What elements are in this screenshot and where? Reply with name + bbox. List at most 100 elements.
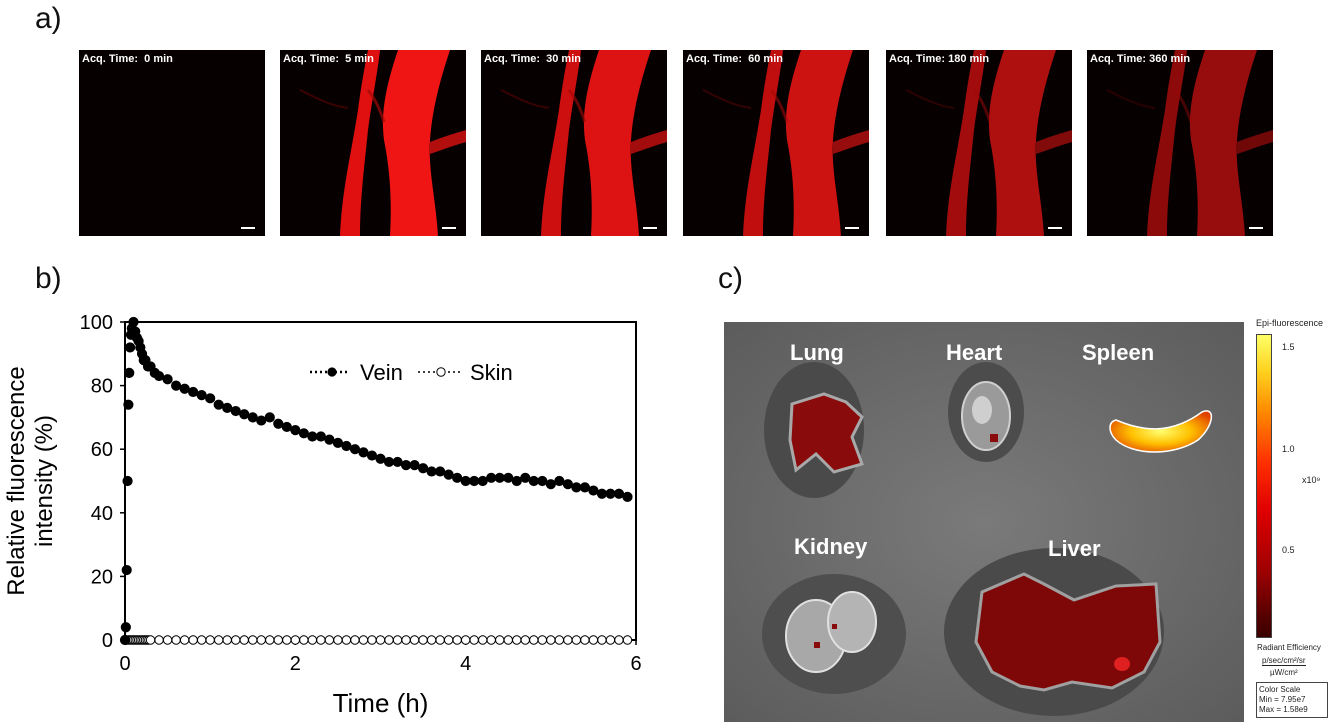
skin-point <box>597 635 607 645</box>
vein-point <box>290 425 301 436</box>
skin-point <box>563 635 573 645</box>
microscopy-frame: Acq. Time: 5 min <box>280 50 466 236</box>
color-scale-box: Color Scale Min = 7.95e7 Max = 1.58e9 <box>1256 682 1328 718</box>
legend-skin-label: Skin <box>470 360 513 385</box>
vein-point <box>520 472 531 483</box>
vein-point <box>400 460 412 471</box>
legend-skin-marker <box>436 367 446 377</box>
skin-point <box>162 635 173 645</box>
skin-point <box>333 635 343 645</box>
scale-bar <box>1048 227 1062 229</box>
vein-point <box>256 415 267 426</box>
panel-label-a: a) <box>35 2 62 35</box>
skin-point <box>580 635 590 645</box>
skin-point <box>213 635 224 645</box>
vessel-image <box>702 50 869 236</box>
vein-point <box>613 488 625 499</box>
skin-point <box>222 635 232 645</box>
x-tick-label: 2 <box>290 653 301 675</box>
organ-label-kidney: Kidney <box>794 534 868 559</box>
skin-point <box>375 635 386 645</box>
panel-label-c: c) <box>718 262 743 295</box>
fluorescence-chart: 0 20 40 60 80 100 0 2 4 6 Time (h) Relative fluores… <box>3 312 642 718</box>
vein-point <box>571 482 582 493</box>
skin-point <box>316 635 326 645</box>
vein-point <box>124 367 135 378</box>
vein-point <box>469 475 480 487</box>
y-tick-label: 0 <box>102 630 113 652</box>
skin-point <box>520 635 530 645</box>
vein-point <box>196 390 207 401</box>
skin-point <box>512 635 522 645</box>
skin-point <box>401 635 411 645</box>
vein-point <box>188 386 199 398</box>
vein-point <box>366 450 378 461</box>
skin-point <box>290 635 301 645</box>
skin-point <box>605 635 616 645</box>
skin-point <box>588 635 599 645</box>
vein-point <box>579 482 591 493</box>
skin-point <box>188 635 198 645</box>
skin-point <box>205 635 215 645</box>
x-tick-label: 6 <box>630 653 641 675</box>
vein-point <box>545 479 556 490</box>
skin-point <box>571 635 582 645</box>
vein-point <box>417 463 429 474</box>
vein-point <box>307 431 318 442</box>
vein-point <box>247 412 258 423</box>
vein-point <box>486 472 497 483</box>
vein-point <box>153 370 165 382</box>
vein-point <box>123 399 134 410</box>
skin-point <box>452 635 462 645</box>
vein-point <box>409 460 420 471</box>
x-tick-label: 0 <box>119 653 130 675</box>
skin-point <box>367 635 377 645</box>
acquisition-time-label: Acq. Time: 60 min <box>686 53 783 65</box>
skin-point <box>392 635 403 645</box>
skin-point <box>478 635 488 645</box>
vein-point <box>120 622 131 633</box>
skin-point <box>435 635 445 645</box>
skin-point <box>384 635 394 645</box>
skin-point <box>622 635 633 645</box>
colorbar-unit-numerator: p/sec/cm²/sr <box>1262 656 1306 666</box>
x-axis-label: Time (h) <box>333 688 429 718</box>
skin-point <box>350 635 360 645</box>
vein-point <box>171 380 182 391</box>
vein-point <box>494 472 505 483</box>
vessel-image <box>905 50 1072 236</box>
organ-label-heart: Heart <box>946 340 1003 365</box>
vein-point <box>443 469 454 480</box>
color-scale-max: Max = 1.58e9 <box>1259 705 1308 714</box>
colorbar-unit-label: Radiant Efficiency <box>1257 643 1321 652</box>
skin-point <box>299 635 309 645</box>
scale-bar <box>845 227 859 229</box>
vein-point <box>435 466 446 477</box>
vessel-image <box>79 50 265 236</box>
vein-point <box>588 485 599 496</box>
vein-point <box>528 475 539 487</box>
skin-point <box>324 635 335 645</box>
color-scale-title: Color Scale <box>1259 685 1301 694</box>
skin-point <box>196 635 207 645</box>
vein-point <box>213 399 224 410</box>
colorbar-unit-denominator: µW/cm² <box>1270 668 1298 677</box>
microscopy-frame: Acq. Time: 60 min <box>683 50 869 236</box>
vein-point <box>239 409 250 420</box>
acquisition-time-label: Acq. Time: 0 min <box>82 53 173 65</box>
vein-point <box>230 405 241 417</box>
skin-point <box>273 635 283 645</box>
skin-point <box>554 635 565 645</box>
skin-point <box>179 635 190 645</box>
skin-point <box>409 635 420 645</box>
y-tick-label: 100 <box>80 312 113 334</box>
organ-label-spleen: Spleen <box>1082 340 1155 365</box>
vein-point <box>298 428 309 439</box>
colorbar <box>1256 334 1272 638</box>
skin-point <box>614 635 624 645</box>
vein-point <box>264 412 275 423</box>
y-tick-label: 80 <box>91 376 113 398</box>
skin-point <box>307 635 318 645</box>
skin-point <box>231 635 241 645</box>
scale-bar <box>1249 227 1263 229</box>
